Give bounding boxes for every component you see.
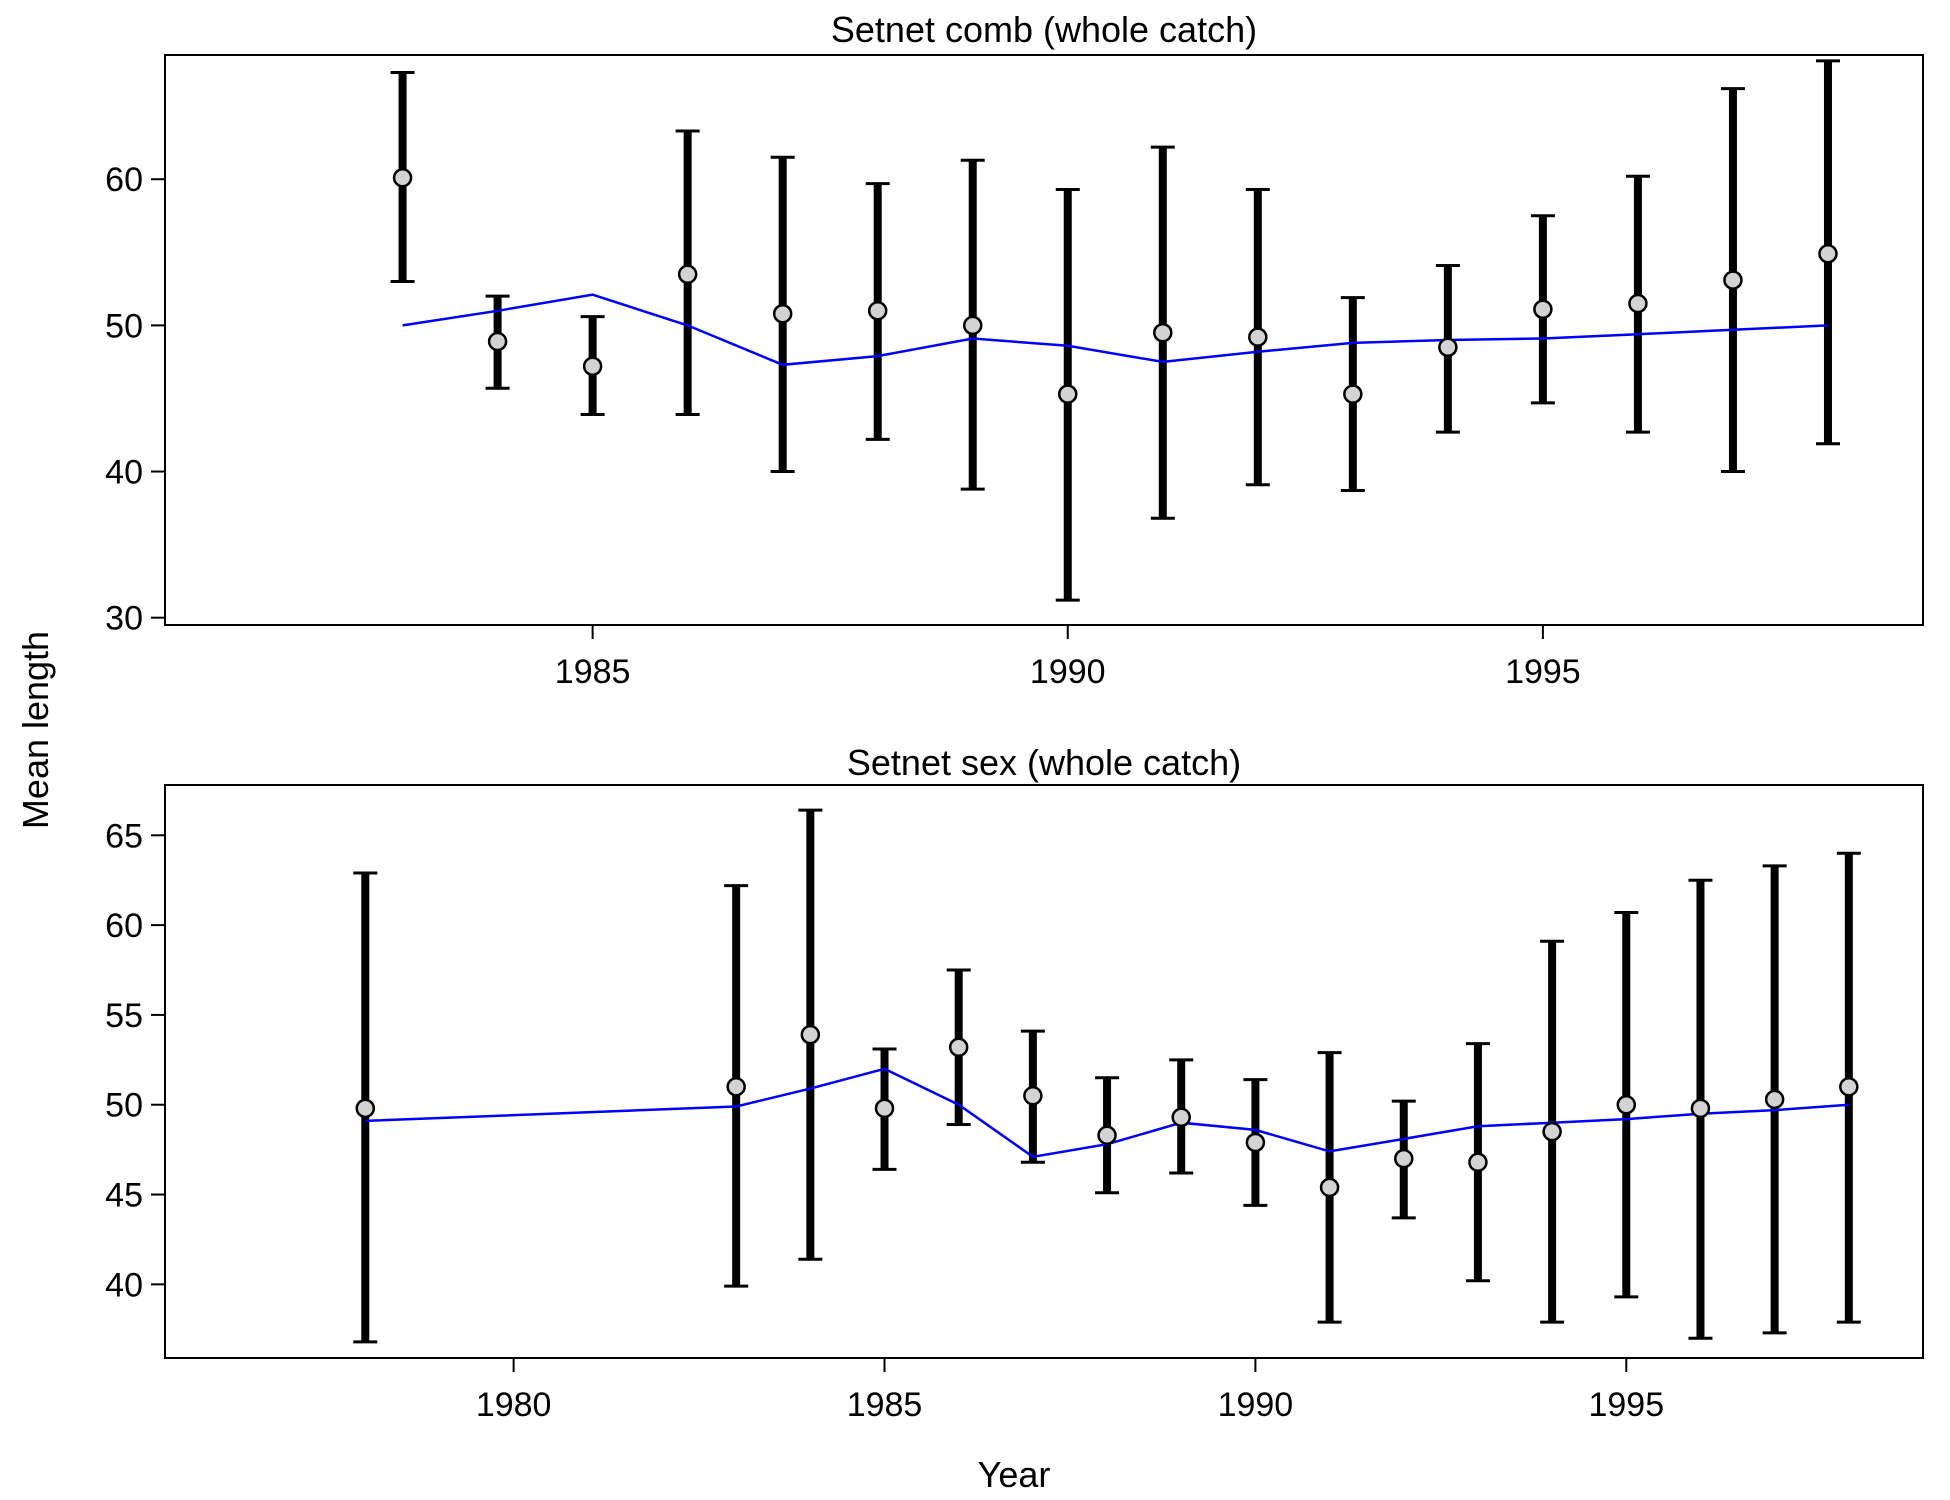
observed-point bbox=[1818, 244, 1838, 264]
observed-point bbox=[355, 1098, 376, 1119]
expected-line bbox=[365, 1067, 1849, 1159]
observed-point bbox=[392, 168, 413, 188]
panel-title: Setnet comb (whole catch) bbox=[831, 9, 1257, 50]
x-tick-label: 1995 bbox=[1588, 1386, 1664, 1424]
y-tick-label: 60 bbox=[105, 161, 143, 199]
x-tick-label: 1980 bbox=[476, 1386, 552, 1424]
x-tick-label: 1985 bbox=[847, 1386, 923, 1424]
observed-point bbox=[1153, 322, 1173, 343]
y-tick-label: 50 bbox=[105, 1087, 143, 1125]
observed-point bbox=[1542, 1121, 1562, 1142]
y-axis-label: Mean length bbox=[15, 631, 56, 829]
x-tick-label: 1985 bbox=[555, 653, 631, 691]
observed-point bbox=[800, 1024, 821, 1045]
y-tick-label: 60 bbox=[105, 907, 143, 945]
observed-point bbox=[962, 315, 983, 336]
observed-point bbox=[1764, 1089, 1785, 1110]
x-tick-label: 1990 bbox=[1030, 653, 1106, 691]
y-tick-label: 30 bbox=[105, 600, 143, 638]
y-tick-label: 45 bbox=[105, 1177, 143, 1215]
observed-point bbox=[1723, 270, 1743, 290]
panel-title: Setnet sex (whole catch) bbox=[847, 742, 1241, 783]
plot-frame bbox=[164, 784, 1924, 1359]
observed-point bbox=[1533, 299, 1553, 320]
observed-point bbox=[867, 301, 888, 321]
observed-point bbox=[948, 1037, 969, 1058]
x-tick-label: 1995 bbox=[1505, 653, 1581, 691]
panel-setnet-sex: Setnet sex (whole catch) 40 45 50 55 60 65 1980… bbox=[105, 742, 1924, 1424]
observed-point bbox=[1343, 384, 1363, 404]
observed-point bbox=[1058, 384, 1078, 404]
observed-point bbox=[1468, 1152, 1488, 1172]
observed-point bbox=[726, 1077, 746, 1097]
y-tick-label: 40 bbox=[105, 454, 143, 492]
observed-point bbox=[487, 331, 508, 352]
y-tick-label: 65 bbox=[105, 817, 143, 855]
plot-frame bbox=[164, 54, 1924, 626]
observed-point bbox=[772, 303, 793, 324]
x-axis-label: Year bbox=[978, 1454, 1051, 1495]
observed-point bbox=[874, 1098, 895, 1119]
observed-point bbox=[1394, 1148, 1414, 1169]
observed-point bbox=[677, 264, 698, 284]
panel-setnet-comb: Setnet comb (whole catch) 30 40 50 60 1985 199… bbox=[105, 9, 1924, 691]
observed-point bbox=[1319, 1177, 1340, 1198]
expected-line bbox=[402, 293, 1829, 367]
y-tick-label: 40 bbox=[105, 1266, 143, 1304]
observed-point bbox=[1245, 1132, 1266, 1153]
observed-point bbox=[1616, 1094, 1637, 1115]
observed-point bbox=[1023, 1085, 1043, 1106]
observed-point bbox=[1438, 337, 1458, 358]
y-tick-label: 50 bbox=[105, 307, 143, 345]
observed-point bbox=[1839, 1077, 1859, 1097]
observed-point bbox=[1690, 1098, 1711, 1119]
observed-point bbox=[582, 356, 603, 377]
observed-point bbox=[1097, 1125, 1117, 1146]
y-tick-label: 55 bbox=[105, 997, 143, 1035]
observed-point bbox=[1628, 293, 1648, 314]
observed-point bbox=[1171, 1107, 1191, 1128]
x-tick-label: 1990 bbox=[1218, 1386, 1294, 1424]
observed-point bbox=[1248, 327, 1268, 347]
